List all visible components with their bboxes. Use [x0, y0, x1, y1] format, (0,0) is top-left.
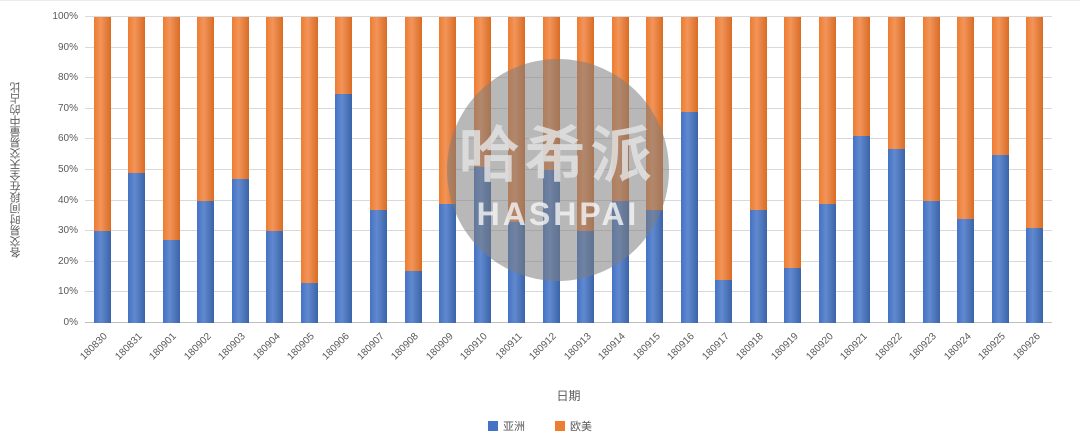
gridline — [85, 46, 1052, 48]
bar-180924 — [957, 17, 975, 323]
bar-180916 — [680, 17, 698, 323]
bar-180908 — [404, 17, 422, 323]
x-axis-labels: 180830 180831 180901 180902 180903 180904 1809… — [79, 325, 1052, 383]
y-tick-label: 10% — [57, 286, 78, 298]
bar-segment-asia — [93, 231, 111, 323]
watermark-text-en: HASHPAI — [476, 196, 640, 232]
y-tick-label: 50% — [57, 164, 78, 175]
bar-180923 — [922, 17, 940, 323]
bar-segment-asia — [231, 179, 249, 323]
bar-180907 — [370, 17, 388, 323]
bar-180902 — [197, 17, 215, 323]
bar-segment-asia — [128, 173, 146, 323]
bar-180918 — [749, 17, 767, 323]
bar-segment-asia — [749, 209, 767, 323]
legend-label: 亚洲 — [503, 421, 525, 433]
bar-180926 — [1026, 17, 1044, 323]
bar-segment-europe-us — [93, 17, 111, 232]
bar-segment-asia — [922, 200, 940, 323]
bar-segment-europe-us — [231, 17, 249, 180]
bar-segment-europe-us — [853, 17, 871, 137]
bar-segment-asia — [197, 200, 215, 323]
bar-180831 — [128, 17, 146, 323]
bar-segment-asia — [784, 267, 802, 323]
gridline — [85, 322, 1052, 323]
bar-segment-asia — [335, 93, 353, 323]
bar-180925 — [991, 17, 1009, 323]
y-tick-label: 30% — [57, 225, 78, 237]
bar-segment-asia — [680, 111, 698, 323]
bar-180901 — [162, 17, 180, 323]
plot-area — [85, 17, 1052, 323]
gridline — [85, 16, 1052, 17]
legend: 亚洲 欧美 — [0, 418, 1080, 434]
bar-segment-asia — [162, 240, 180, 323]
bar-segment-asia — [957, 218, 975, 323]
y-tick-label: 20% — [57, 255, 78, 267]
bar-180917 — [715, 17, 733, 323]
bar-180905 — [300, 17, 318, 323]
bar-180921 — [853, 17, 871, 323]
y-tick-label: 90% — [57, 41, 78, 53]
bar-segment-asia — [646, 209, 664, 323]
bar-segment-europe-us — [1026, 17, 1044, 229]
bar-segment-europe-us — [128, 17, 146, 174]
bar-segment-asia — [887, 148, 905, 323]
bar-segment-asia — [266, 231, 284, 323]
bar-segment-europe-us — [680, 17, 698, 112]
y-tick-label: 0% — [63, 317, 78, 328]
bar-180922 — [887, 17, 905, 323]
bar-segment-asia — [818, 203, 836, 323]
y-tick-label: 80% — [57, 72, 78, 84]
y-tick-label: 40% — [57, 194, 78, 206]
bar-segment-asia — [439, 203, 457, 323]
bar-180919 — [784, 17, 802, 323]
bar-segment-asia — [715, 280, 733, 323]
bar-segment-asia — [1026, 228, 1044, 323]
bar-segment-europe-us — [957, 17, 975, 219]
bar-segment-europe-us — [404, 17, 422, 271]
y-tick-label: 60% — [57, 133, 78, 145]
bar-segment-europe-us — [266, 17, 284, 232]
bar-segment-europe-us — [991, 17, 1009, 155]
bar-180830 — [93, 17, 111, 323]
bar-segment-europe-us — [749, 17, 767, 210]
bar-segment-europe-us — [300, 17, 318, 284]
bar-segment-europe-us — [162, 17, 180, 241]
bar-segment-asia — [853, 136, 871, 323]
bar-segment-europe-us — [784, 17, 802, 268]
y-axis: 0% 10% 20% 30% 40% 50% 60% 70% 80% 90% 100% — [0, 12, 78, 328]
legend-swatch — [488, 421, 498, 431]
bar-180904 — [266, 17, 284, 323]
bar-segment-europe-us — [922, 17, 940, 201]
bar-segment-asia — [404, 270, 422, 323]
bar-segment-asia — [991, 154, 1009, 323]
bar-segment-europe-us — [715, 17, 733, 281]
legend-item: 欧美 — [555, 418, 592, 434]
y-tick-label: 100% — [52, 11, 78, 22]
bar-segment-europe-us — [370, 17, 388, 210]
bar-segment-europe-us — [818, 17, 836, 204]
bar-180903 — [231, 17, 249, 323]
bar-segment-europe-us — [197, 17, 215, 201]
bar-180920 — [818, 17, 836, 323]
bar-segment-europe-us — [887, 17, 905, 149]
bar-180906 — [335, 17, 353, 323]
legend-swatch — [555, 421, 565, 431]
watermark-text-cn: 哈希派 — [459, 122, 657, 189]
bar-segment-asia — [300, 283, 318, 323]
y-tick-label: 70% — [57, 102, 78, 114]
x-axis-title: 日期 — [556, 389, 581, 403]
legend-item: 亚洲 — [488, 418, 525, 434]
bar-segment-asia — [370, 209, 388, 323]
watermark: 哈希派 HASHPAI — [447, 59, 669, 281]
legend-label: 欧美 — [570, 421, 592, 433]
gridline — [85, 291, 1052, 293]
bar-segment-europe-us — [335, 17, 353, 94]
